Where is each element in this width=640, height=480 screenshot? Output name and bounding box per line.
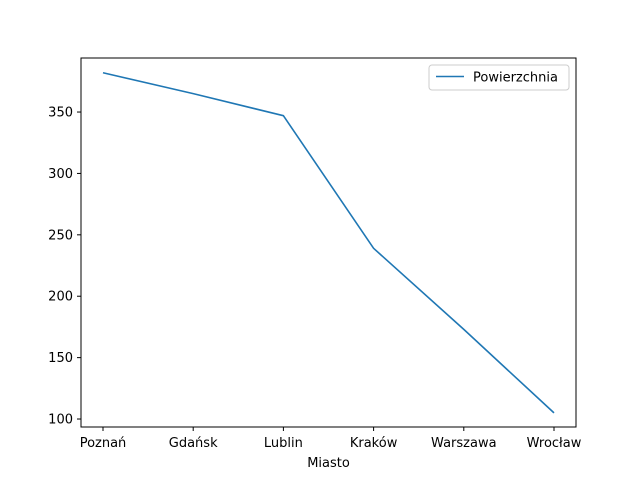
y-tick-label: 350 xyxy=(48,106,73,121)
y-tick-label: 250 xyxy=(48,228,73,243)
x-tick-label: Lublin xyxy=(264,436,303,451)
x-tick-label: Wrocław xyxy=(527,436,582,451)
x-tick-label: Poznań xyxy=(80,436,127,451)
x-tick-label: Gdańsk xyxy=(169,436,218,451)
series-line-powierzchnia xyxy=(102,71,555,414)
series-layer xyxy=(102,71,555,414)
plot-area-frame xyxy=(80,57,577,428)
y-axis: 100 150 200 250 300 350 xyxy=(48,106,81,428)
x-axis: Poznań Gdańsk Lublin Kraków Warszawa Wrocław xyxy=(80,427,582,451)
legend-box xyxy=(428,64,570,91)
legend: Powierzchnia xyxy=(428,64,570,91)
legend-label-powierzchnia: Powierzchnia xyxy=(473,71,558,86)
y-tick-label: 100 xyxy=(48,413,73,428)
x-tick-label: Warszawa xyxy=(431,436,497,451)
x-axis-label: Miasto xyxy=(307,456,350,471)
y-tick-label: 200 xyxy=(48,290,73,305)
y-tick-label: 300 xyxy=(48,167,73,182)
y-tick-label: 150 xyxy=(48,351,73,366)
x-tick-label: Kraków xyxy=(350,436,398,451)
